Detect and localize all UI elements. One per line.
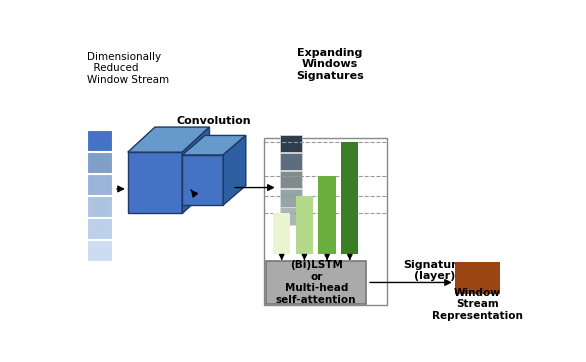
Bar <box>280 153 302 170</box>
Bar <box>319 176 336 254</box>
Polygon shape <box>182 155 223 205</box>
Bar <box>273 212 290 254</box>
Polygon shape <box>182 127 210 214</box>
Polygon shape <box>128 127 210 152</box>
Polygon shape <box>182 135 246 155</box>
Text: Signature
(layer): Signature (layer) <box>404 260 465 281</box>
Bar <box>87 130 112 151</box>
Bar <box>341 142 359 254</box>
Bar <box>87 174 112 195</box>
Text: Expanding
Windows
Signatures: Expanding Windows Signatures <box>296 48 364 81</box>
Text: (Bi)LSTM
or
Multi-head
self-attention: (Bi)LSTM or Multi-head self-attention <box>276 260 356 305</box>
Bar <box>87 218 112 239</box>
Bar <box>455 262 500 294</box>
Bar <box>296 196 313 254</box>
Bar <box>280 171 302 188</box>
Bar <box>280 207 302 224</box>
Bar <box>87 152 112 173</box>
Bar <box>266 261 366 304</box>
Bar <box>264 138 387 306</box>
Bar <box>280 135 302 152</box>
Text: Convolution: Convolution <box>177 117 251 126</box>
Bar <box>87 240 112 261</box>
Polygon shape <box>223 135 246 205</box>
Text: Window
Stream
Representation: Window Stream Representation <box>432 287 523 321</box>
Bar <box>87 196 112 217</box>
Polygon shape <box>128 152 182 214</box>
Bar <box>280 189 302 206</box>
Text: Dimensionally
  Reduced
Window Stream: Dimensionally Reduced Window Stream <box>87 52 169 85</box>
